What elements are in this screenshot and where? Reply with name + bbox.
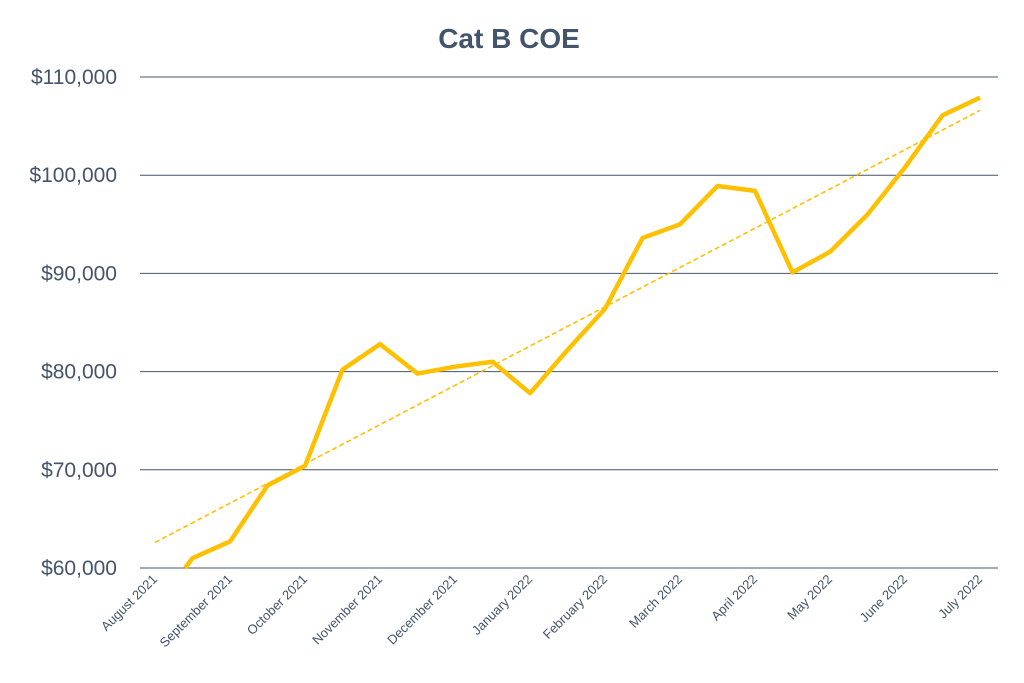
x-tick-label: December 2021 xyxy=(384,572,460,648)
y-tick-label: $60,000 xyxy=(41,557,117,580)
x-tick-label: July 2022 xyxy=(935,572,985,622)
x-tick-label: August 2021 xyxy=(98,572,160,634)
x-tick-label: October 2021 xyxy=(244,572,310,638)
y-tick-label: $90,000 xyxy=(41,262,117,285)
gridlines xyxy=(140,76,998,569)
series-line xyxy=(183,95,981,570)
x-tick-label: April 2022 xyxy=(708,572,760,624)
x-tick-label: May 2022 xyxy=(784,572,835,623)
x-tick-label: September 2021 xyxy=(157,572,236,651)
x-tick-label: February 2022 xyxy=(540,572,610,642)
x-tick-label: June 2022 xyxy=(857,572,911,626)
y-tick-label: $70,000 xyxy=(41,459,117,482)
y-tick-label: $100,000 xyxy=(29,164,117,187)
y-tick-label: $80,000 xyxy=(41,361,117,384)
chart-title: Cat B COE xyxy=(438,23,580,54)
series-group xyxy=(183,95,981,570)
x-tick-label: January 2022 xyxy=(469,572,535,638)
y-axis-ticks: $60,000 $70,000 $80,000 $90,000 $100,000 $110… xyxy=(29,66,117,580)
x-tick-label: November 2021 xyxy=(309,572,385,648)
x-tick-label: March 2022 xyxy=(626,572,685,631)
y-tick-label: $110,000 xyxy=(31,66,117,89)
